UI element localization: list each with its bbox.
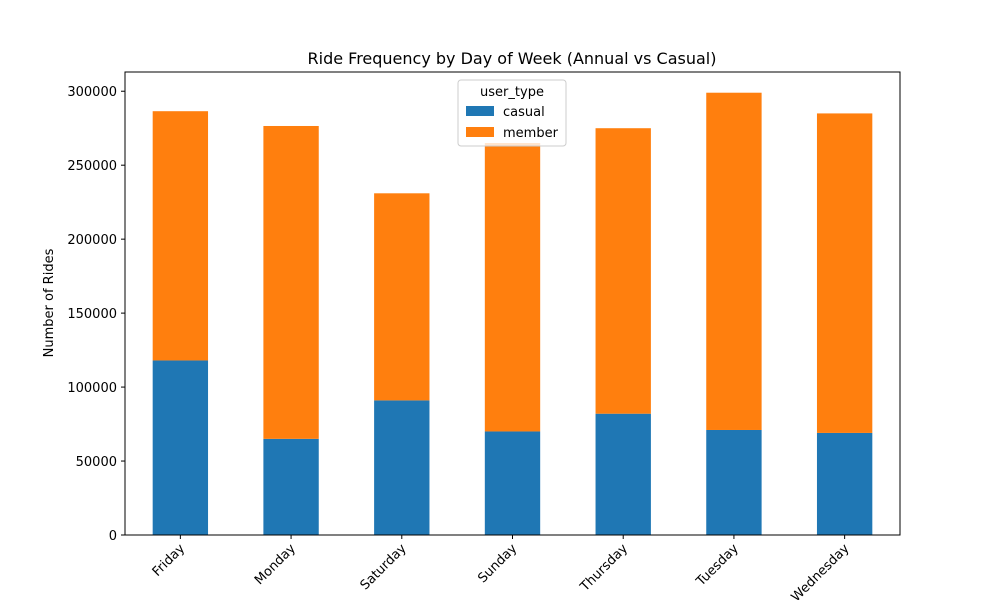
bar-casual-friday (152, 360, 209, 535)
y-tick-label: 250000 (67, 159, 117, 174)
bar-member-saturday (374, 193, 430, 401)
y-tick-label: 100000 (67, 381, 117, 396)
x-tick-label-tuesday: Tuesday (693, 541, 742, 590)
legend-label-casual: casual (503, 105, 545, 120)
bar-casual-thursday (595, 413, 651, 535)
bar-member-friday (152, 111, 209, 361)
x-tick-label-friday: Friday (150, 541, 189, 580)
legend-swatch-member (466, 127, 494, 137)
bar-casual-monday (263, 438, 319, 535)
chart-title: Ride Frequency by Day of Week (Annual vs… (308, 49, 717, 68)
y-tick-label: 50000 (76, 455, 117, 470)
bar-member-monday (263, 125, 319, 439)
bar-casual-saturday (374, 400, 430, 535)
x-tick-label-monday: Monday (252, 541, 299, 588)
y-tick-label: 150000 (67, 307, 117, 322)
y-tick-label: 200000 (67, 233, 117, 248)
bar-member-tuesday (706, 92, 762, 430)
legend-swatch-casual (466, 106, 494, 116)
y-tick-label: 0 (109, 529, 117, 544)
plot-area: 0 50000 100000 150000 200000 250000 300000 Frid… (67, 71, 901, 600)
bar-member-wednesday (816, 113, 873, 433)
bar-member-thursday (595, 128, 651, 414)
bar-casual-tuesday (706, 429, 762, 535)
bar-casual-wednesday (816, 432, 873, 535)
y-tick-label: 300000 (67, 85, 117, 100)
x-tick-label-thursday: Thursday (577, 541, 631, 595)
x-tick-label-wednesday: Wednesday (789, 541, 853, 600)
bar-casual-sunday (484, 431, 541, 535)
x-tick-label-saturday: Saturday (358, 541, 410, 593)
bar-member-sunday (484, 143, 541, 432)
legend-label-member: member (503, 126, 559, 141)
legend-title: user_type (480, 85, 544, 100)
y-axis-label: Number of Rides (42, 248, 57, 357)
x-tick-label-sunday: Sunday (475, 541, 520, 586)
